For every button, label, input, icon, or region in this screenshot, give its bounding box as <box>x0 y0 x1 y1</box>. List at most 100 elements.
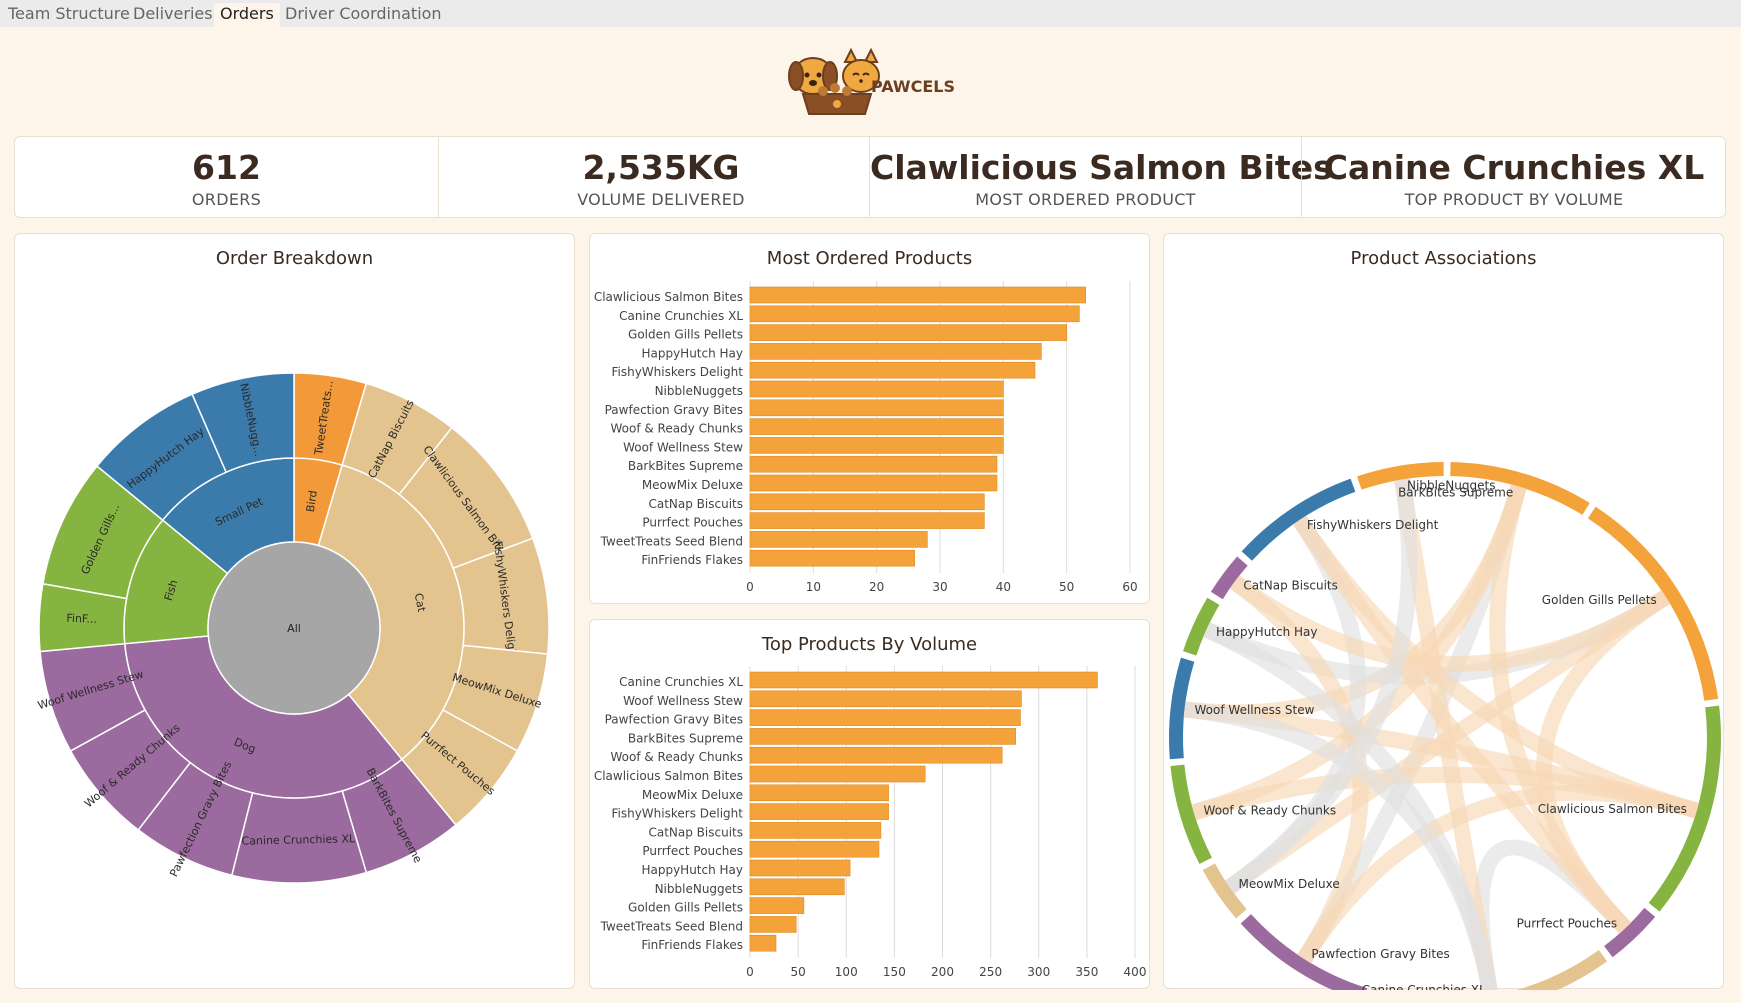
bar[interactable] <box>749 305 1080 323</box>
chord-node-label: Pawfection Gravy Bites <box>1311 947 1449 961</box>
chord-node-label: Woof & Ready Chunks <box>1204 804 1337 818</box>
chord-arc[interactable] <box>1370 950 1608 990</box>
chord-arc[interactable] <box>1240 914 1368 990</box>
bar[interactable] <box>749 399 1004 417</box>
chord-arc[interactable] <box>1450 462 1590 515</box>
bar[interactable] <box>749 455 998 473</box>
kpi-top-volume: Canine Crunchies XL TOP PRODUCT BY VOLUM… <box>1302 137 1726 217</box>
bar[interactable] <box>749 859 851 877</box>
bar[interactable] <box>749 765 926 783</box>
bar[interactable] <box>749 916 797 933</box>
bar[interactable] <box>749 803 889 820</box>
chord-arc[interactable] <box>1170 764 1212 865</box>
chord-arc[interactable] <box>1587 506 1719 701</box>
kpi-label: TOP PRODUCT BY VOLUME <box>1404 190 1624 209</box>
bar[interactable] <box>749 343 1042 360</box>
category-label: Pawfection Gravy Bites <box>605 403 743 417</box>
bar[interactable] <box>749 549 915 567</box>
bar[interactable] <box>749 531 928 548</box>
bar[interactable] <box>749 361 1036 379</box>
tick-label: 150 <box>883 965 906 979</box>
tick-label: 40 <box>996 580 1011 594</box>
chord-node-label: NibbleNuggets <box>1407 478 1495 492</box>
chord-arc[interactable] <box>1241 478 1356 561</box>
kpi-value: 612 <box>192 148 261 187</box>
category-label: Golden Gills Pellets <box>628 901 743 915</box>
sunburst-label: Bird <box>304 489 320 513</box>
tick-label: 250 <box>979 965 1002 979</box>
category-label: TweetTreats Seed Blend <box>600 534 743 548</box>
sunburst-label: Fish <box>162 578 181 602</box>
bar[interactable] <box>749 437 1004 454</box>
category-label: CatNap Biscuits <box>648 497 743 511</box>
bar[interactable] <box>749 934 777 952</box>
bar[interactable] <box>749 746 1003 764</box>
bar[interactable] <box>749 512 985 529</box>
tick-label: 60 <box>1122 580 1137 594</box>
category-label: Clawlicious Salmon Bites <box>594 769 743 783</box>
tick-label: 50 <box>790 965 805 979</box>
chord-arc[interactable] <box>1357 462 1444 490</box>
kpi-orders: 612 ORDERS <box>15 137 438 217</box>
bar[interactable] <box>749 897 805 914</box>
chord-node-label: CatNap Biscuits <box>1243 579 1338 593</box>
bar[interactable] <box>749 380 1004 398</box>
bar[interactable] <box>749 822 882 839</box>
top-volume-card: Top Products By Volume 0 50 100 150 200 250 30… <box>589 619 1150 989</box>
sunburst-root-label: All <box>287 622 301 635</box>
bar[interactable] <box>749 709 1021 726</box>
category-label: FishyWhiskers Delight <box>611 807 743 821</box>
kpi-label: VOLUME DELIVERED <box>577 190 745 209</box>
bar[interactable] <box>749 784 889 802</box>
dog-icon <box>788 57 838 95</box>
bar[interactable] <box>749 840 880 858</box>
kpi-volume: 2,535KG VOLUME DELIVERED <box>439 137 883 217</box>
bar[interactable] <box>749 728 1016 745</box>
bar[interactable] <box>749 671 1098 689</box>
bar[interactable] <box>749 418 1004 435</box>
chord-node-label: BarkBites Supreme <box>1398 485 1513 499</box>
category-label: FinFriends Flakes <box>641 938 743 952</box>
tab-orders[interactable]: Orders <box>214 3 280 27</box>
chart-title: Top Products By Volume <box>761 634 978 655</box>
chord-arc[interactable] <box>1210 556 1248 600</box>
chord-node-label: MeowMix Deluxe <box>1239 877 1340 891</box>
chord-chart: BarkBites Supreme Golden Gills Pellets Cla… <box>1169 462 1721 990</box>
chord-arc[interactable] <box>1183 597 1220 656</box>
chord-node-label: Golden Gills Pellets <box>1542 593 1657 607</box>
chord-arc[interactable] <box>1202 863 1247 919</box>
kpi-value: Canine Crunchies XL <box>1323 148 1705 187</box>
category-label: HappyHutch Hay <box>641 863 743 877</box>
tab-driver-coordination[interactable]: Driver Coordination <box>285 4 442 23</box>
kpi-row: 612 ORDERS 2,535KG VOLUME DELIVERED Claw… <box>14 136 1726 218</box>
category-label: Canine Crunchies XL <box>619 675 743 689</box>
category-label: Golden Gills Pellets <box>628 328 743 342</box>
sunburst-product-segment[interactable] <box>191 372 295 474</box>
tick-label: 400 <box>1124 965 1147 979</box>
most-ordered-chart: 0 10 20 30 40 50 60 Clawlicious Salmon Bites Can… <box>594 281 1138 594</box>
bar[interactable] <box>749 324 1067 341</box>
tab-team-structure[interactable]: Team Structure <box>8 4 130 23</box>
sunburst-root[interactable] <box>207 541 381 715</box>
category-label: BarkBites Supreme <box>628 459 743 473</box>
bar[interactable] <box>749 286 1086 304</box>
category-label: Purrfect Pouches <box>642 516 743 530</box>
chord-link <box>1225 478 1418 894</box>
bar[interactable] <box>749 493 985 511</box>
chord-arc[interactable] <box>1648 705 1721 912</box>
category-label: FishyWhiskers Delight <box>611 365 743 379</box>
bar[interactable] <box>749 878 845 896</box>
chord-arc[interactable] <box>1604 907 1656 958</box>
food-bowl-icon <box>801 83 873 115</box>
bar[interactable] <box>749 474 998 492</box>
category-label: Woof & Ready Chunks <box>610 422 743 436</box>
tick-label: 100 <box>835 965 858 979</box>
chord-arc[interactable] <box>1169 657 1195 760</box>
bar[interactable] <box>749 690 1022 708</box>
divider <box>438 137 439 217</box>
top-volume-chart: 0 50 100 150 200 250 300 350 400 Canine Crunchies… <box>594 666 1147 979</box>
brand-name: PAWCELS <box>871 77 955 96</box>
category-label: MeowMix Deluxe <box>642 788 743 802</box>
tab-deliveries[interactable]: Deliveries <box>133 4 213 23</box>
